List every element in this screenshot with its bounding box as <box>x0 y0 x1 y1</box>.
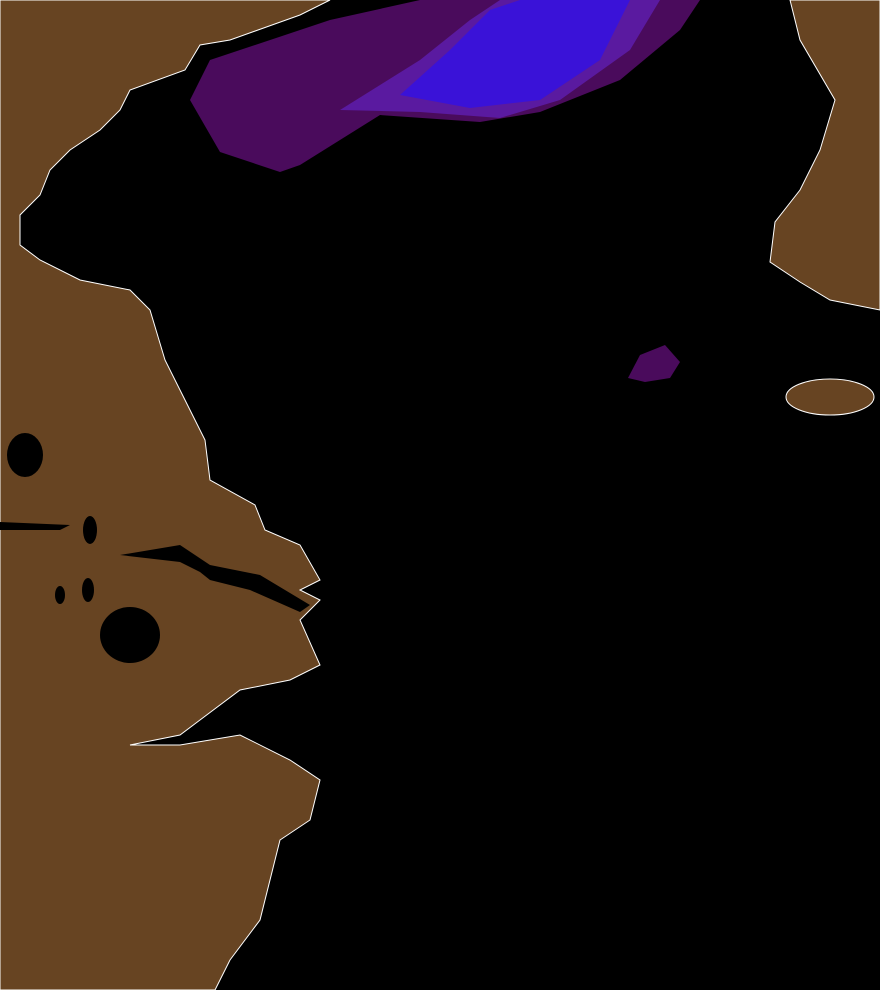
data-plume-high <box>400 0 630 108</box>
china-mainland <box>0 0 331 990</box>
inland-lakes <box>0 433 310 663</box>
data-patch <box>628 345 680 382</box>
korean-peninsula <box>769 0 880 311</box>
jeju-island <box>785 378 875 416</box>
